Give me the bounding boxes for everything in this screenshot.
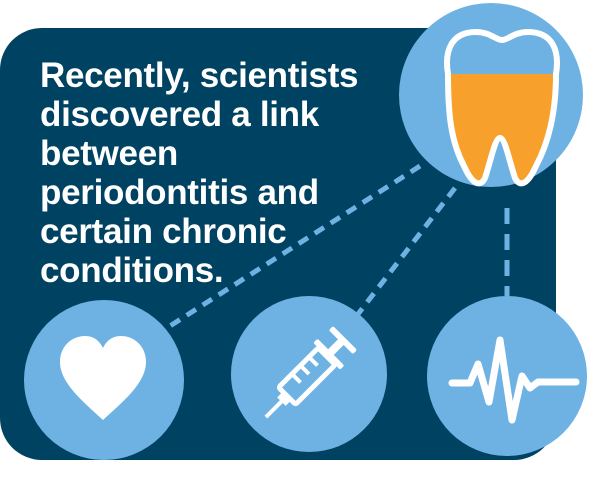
tooth-badge (399, 3, 583, 187)
syringe-needle (264, 400, 283, 419)
connector-tooth-heart (168, 163, 422, 329)
tooth-icon (444, 29, 560, 187)
syringe-plunger-rod (327, 338, 345, 356)
syringe-hub (277, 391, 292, 406)
syringe-icon (264, 326, 357, 419)
heart-badge (24, 300, 184, 460)
syringe-mark-3 (290, 372, 302, 384)
pulse-badge (427, 296, 587, 456)
connectors (168, 163, 510, 329)
headline-line-4: periodontitis and (40, 173, 319, 212)
headline-line-1: Recently, scientists (40, 56, 359, 95)
headline-line-5: certain chronic (40, 212, 287, 251)
heart-icon (60, 336, 146, 420)
syringe-plunger-head (329, 326, 357, 354)
syringe-finger-grip (314, 339, 344, 369)
headline-line-2: discovered a link (40, 95, 319, 134)
headline-line-3: between (40, 134, 178, 173)
pulse-icon (448, 336, 580, 424)
syringe-mark-2 (299, 364, 311, 376)
syringe-mark-1 (307, 355, 319, 367)
tooth-decay-fill (448, 74, 556, 184)
headline: Recently, scientists discovered a link b… (40, 56, 400, 290)
headline-line-6: conditions. (40, 251, 224, 290)
syringe-badge (231, 296, 387, 452)
connector-tooth-syringe (353, 186, 457, 320)
tooth-outline (444, 29, 560, 187)
